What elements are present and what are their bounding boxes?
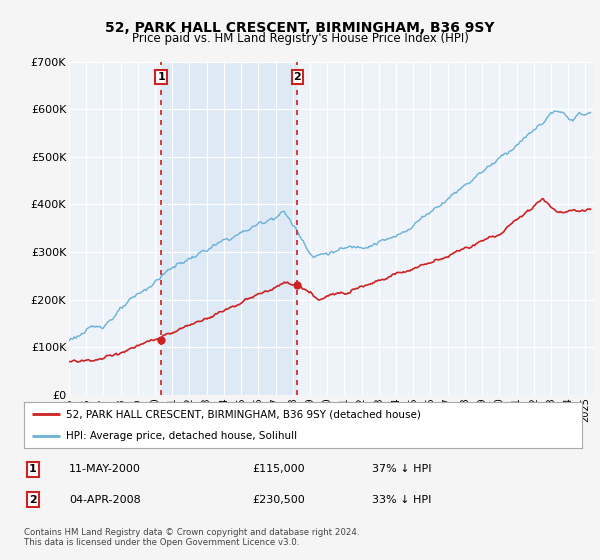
Text: 37% ↓ HPI: 37% ↓ HPI: [372, 464, 431, 474]
Bar: [161, 62, 298, 395]
Text: HPI: Average price, detached house, Solihull: HPI: Average price, detached house, Soli…: [66, 431, 297, 441]
Text: £115,000: £115,000: [252, 464, 305, 474]
Text: 52, PARK HALL CRESCENT, BIRMINGHAM, B36 9SY: 52, PARK HALL CRESCENT, BIRMINGHAM, B36 …: [105, 21, 495, 35]
Text: 1: 1: [157, 72, 165, 82]
Text: 04-APR-2008: 04-APR-2008: [69, 494, 141, 505]
Text: 33% ↓ HPI: 33% ↓ HPI: [372, 494, 431, 505]
Text: Price paid vs. HM Land Registry's House Price Index (HPI): Price paid vs. HM Land Registry's House …: [131, 32, 469, 45]
Text: 2: 2: [293, 72, 301, 82]
Text: Contains HM Land Registry data © Crown copyright and database right 2024.
This d: Contains HM Land Registry data © Crown c…: [24, 528, 359, 547]
Text: 2: 2: [29, 494, 37, 505]
Text: 52, PARK HALL CRESCENT, BIRMINGHAM, B36 9SY (detached house): 52, PARK HALL CRESCENT, BIRMINGHAM, B36 …: [66, 409, 421, 419]
Text: £230,500: £230,500: [252, 494, 305, 505]
Text: 11-MAY-2000: 11-MAY-2000: [69, 464, 141, 474]
Text: 1: 1: [29, 464, 37, 474]
